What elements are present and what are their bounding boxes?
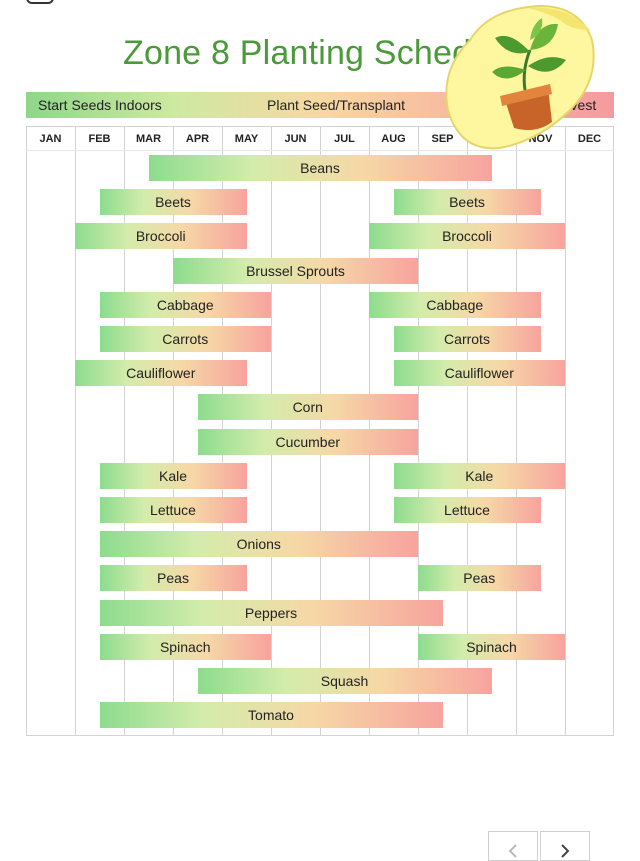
crop-bar-broccoli: Broccoli <box>75 223 247 250</box>
header-divider <box>26 150 614 151</box>
crop-bar-carrots: Carrots <box>393 326 541 352</box>
crop-bar-lettuce: Lettuce <box>393 497 541 523</box>
month-divider <box>565 126 566 736</box>
crop-bar-beets: Beets <box>393 189 541 216</box>
chevron-left-icon <box>508 844 517 858</box>
crop-bar-lettuce: Lettuce <box>99 497 247 523</box>
crop-bar-peas: Peas <box>99 565 247 592</box>
month-divider <box>124 126 125 736</box>
window-corner <box>26 0 54 4</box>
crop-bar-beets: Beets <box>99 189 247 216</box>
month-label: APR <box>185 133 210 145</box>
crop-bar-spinach: Spinach <box>99 633 271 660</box>
next-button[interactable] <box>540 831 590 861</box>
potted-plant-icon <box>445 4 595 150</box>
month-label: JUN <box>284 133 307 145</box>
crop-bar-peas: Peas <box>418 565 541 592</box>
crop-bar-beans: Beans <box>148 155 492 181</box>
month-label: MAY <box>234 133 259 145</box>
crop-bar-corn: Corn <box>197 394 418 421</box>
month-divider <box>75 126 76 736</box>
month-label: JAN <box>39 133 62 145</box>
prev-button[interactable] <box>488 831 538 861</box>
crop-bar-carrots: Carrots <box>99 326 271 352</box>
crop-bar-tomato: Tomato <box>99 702 443 729</box>
crop-bar-cauliflower: Cauliflower <box>75 360 247 387</box>
month-label: JUL <box>334 133 355 145</box>
month-label: SEP <box>431 133 454 145</box>
crop-bar-cabbage: Cabbage <box>369 291 541 318</box>
legend-plant: Plant Seed/Transplant <box>267 97 406 113</box>
month-label: FEB <box>88 133 111 145</box>
month-divider <box>418 126 419 736</box>
crop-bar-kale: Kale <box>99 462 247 489</box>
month-label: AUG <box>381 133 406 145</box>
crop-bar-kale: Kale <box>393 462 565 489</box>
month-label: DEC <box>577 133 602 145</box>
crop-bar-cabbage: Cabbage <box>99 291 271 318</box>
crop-bar-squash: Squash <box>197 668 492 694</box>
chevron-right-icon <box>561 844 570 858</box>
crop-bar-cauliflower: Cauliflower <box>393 360 565 387</box>
month-divider <box>467 126 468 736</box>
crop-bar-brussel-sprouts: Brussel Sprouts <box>173 257 418 284</box>
crop-bar-broccoli: Broccoli <box>369 223 565 250</box>
crop-bar-cucumber: Cucumber <box>197 428 418 455</box>
crop-bar-spinach: Spinach <box>418 633 565 660</box>
crop-bar-onions: Onions <box>99 531 418 558</box>
month-divider <box>173 126 174 736</box>
month-divider <box>516 126 517 736</box>
month-label: MAR <box>135 133 162 145</box>
legend-start: Start Seeds Indoors <box>38 97 162 113</box>
crop-bar-peppers: Peppers <box>99 599 443 626</box>
